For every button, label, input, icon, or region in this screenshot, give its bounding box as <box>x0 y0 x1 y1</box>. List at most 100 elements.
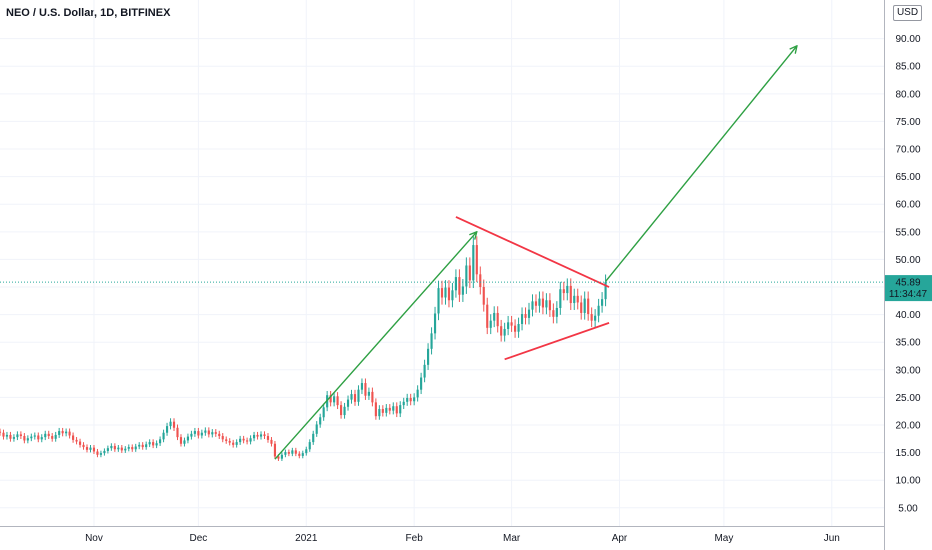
candle <box>409 393 412 406</box>
candle <box>249 435 252 445</box>
candle <box>329 390 332 407</box>
candle <box>496 306 499 333</box>
candle-body <box>37 435 40 440</box>
candle <box>273 441 277 459</box>
candle <box>37 432 40 443</box>
candle <box>447 280 451 308</box>
candle-body <box>552 310 555 317</box>
candle <box>270 437 273 447</box>
candle <box>420 372 423 395</box>
candle-body <box>555 307 558 317</box>
candle-body <box>291 450 294 454</box>
price-badge-background <box>885 275 932 302</box>
candle-body <box>524 314 527 318</box>
candle-body <box>329 395 332 403</box>
candle <box>179 434 183 447</box>
candle-body <box>239 438 242 443</box>
triangle-line[interactable] <box>455 216 610 288</box>
candle-body <box>193 431 196 434</box>
candle-body <box>590 314 593 321</box>
candle <box>493 306 496 328</box>
x-tick-label: Apr <box>612 533 628 544</box>
candle-body <box>78 441 82 445</box>
candle-body <box>12 437 16 439</box>
y-tick-label: 40.00 <box>895 310 920 321</box>
y-tick-label: 80.00 <box>895 89 920 100</box>
candle-body <box>604 282 607 300</box>
candle <box>89 444 92 453</box>
x-tick-label: Feb <box>406 533 424 544</box>
candle <box>569 278 572 310</box>
candle-body <box>225 439 228 442</box>
candle-body <box>500 326 503 336</box>
candle-body <box>562 289 565 294</box>
currency-button[interactable]: USD <box>893 5 922 21</box>
y-tick-label: 50.00 <box>895 255 920 266</box>
x-tick-label: 2021 <box>295 533 318 544</box>
candle <box>16 431 19 441</box>
candle-body <box>319 417 322 425</box>
candle <box>51 433 54 442</box>
bar-countdown: 11:34:47 <box>889 289 928 300</box>
candle-body <box>333 396 336 403</box>
candle <box>308 439 311 452</box>
candle <box>548 293 551 317</box>
candle <box>583 291 586 320</box>
candle-body <box>23 436 26 441</box>
candle <box>444 280 447 305</box>
candle-body <box>507 322 510 329</box>
candle <box>346 395 350 411</box>
candle-body <box>5 434 9 437</box>
drawing-annotations[interactable] <box>274 46 797 460</box>
candle <box>197 427 200 439</box>
candle-body <box>2 432 5 437</box>
candle-body <box>520 314 524 324</box>
candle-body <box>75 439 78 442</box>
candle-body <box>197 431 200 436</box>
candle <box>594 309 597 328</box>
candle-body <box>426 348 430 365</box>
candle-body <box>9 434 12 439</box>
last-price-badge: 45.89 11:34:47 <box>885 275 932 302</box>
candle <box>138 442 141 450</box>
candle <box>343 402 346 419</box>
y-tick-label: 20.00 <box>895 420 920 431</box>
candle <box>263 431 266 440</box>
chart-title: NEO / U.S. Dollar, 1D, BITFINEX <box>6 7 171 19</box>
candle <box>597 298 600 323</box>
candle-body <box>465 265 468 287</box>
candle <box>353 389 357 406</box>
y-tick-label: 5.00 <box>898 503 918 514</box>
trend-arrow[interactable] <box>605 46 797 282</box>
candle-body <box>246 440 249 442</box>
candle <box>541 291 545 315</box>
candle-body <box>273 443 277 457</box>
triangle-line[interactable] <box>504 322 610 361</box>
candle-body <box>176 427 179 438</box>
candle <box>381 405 384 417</box>
trend-arrow[interactable] <box>274 232 477 460</box>
candle <box>228 438 231 446</box>
candle <box>172 418 176 431</box>
candle-body <box>186 436 190 441</box>
candle <box>155 440 158 449</box>
candle-body <box>454 277 458 291</box>
candle <box>534 294 538 313</box>
x-tick-label: Nov <box>85 533 103 544</box>
candle-body <box>587 298 590 315</box>
candle <box>211 429 214 438</box>
candle-body <box>461 286 464 295</box>
candle-body <box>343 406 346 416</box>
candle-body <box>19 434 22 437</box>
candle-body <box>440 288 444 298</box>
candle <box>294 447 297 457</box>
candle <box>399 401 402 418</box>
candle <box>33 432 36 440</box>
candle <box>426 343 430 370</box>
candle <box>5 431 9 440</box>
candle <box>23 433 26 444</box>
candle-body <box>103 450 106 454</box>
